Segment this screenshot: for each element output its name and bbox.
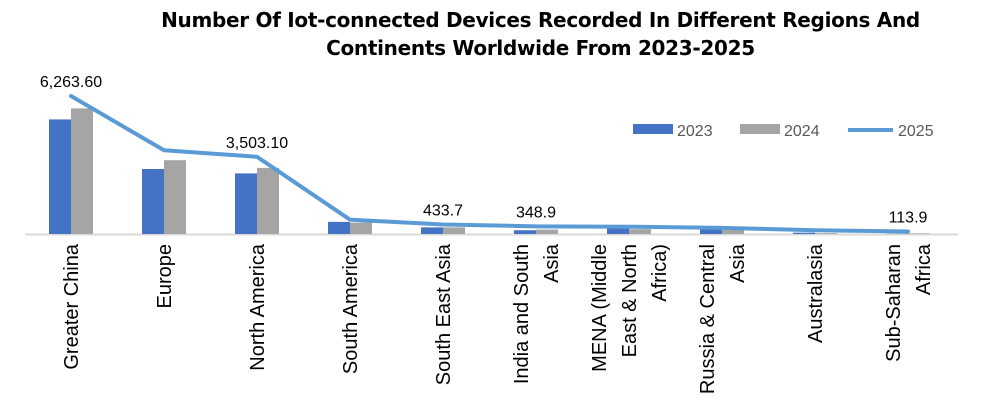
legend-label-2024: 2024 (784, 123, 820, 140)
category-label: North America (247, 243, 269, 371)
legend-swatch-2024 (740, 124, 780, 134)
bar-2023-1 (142, 169, 164, 234)
bar-2024-0 (71, 108, 93, 234)
bar-2023-3 (328, 221, 350, 234)
data-label: 3,503.10 (226, 135, 288, 152)
category-label: Africa) (649, 244, 671, 302)
line-series-2025 (69, 94, 910, 234)
category-label: Asia (541, 243, 563, 283)
bar-2024-4 (443, 227, 465, 234)
category-label: South East Asia (433, 243, 455, 385)
category-label: Asia (727, 243, 749, 283)
chart-title-line-1: Number Of Iot-connected Devices Recorded… (161, 8, 920, 32)
category-label: MENA (Middle (589, 244, 611, 372)
category-label: South America (340, 243, 362, 374)
bar-2023-6 (607, 228, 629, 234)
bar-2024-7 (722, 229, 744, 234)
data-label: 348.9 (516, 204, 556, 221)
bar-2024-2 (257, 167, 279, 234)
category-label: Greater China (61, 243, 83, 369)
category-label: Russia & Central (697, 244, 719, 394)
bar-2023-0 (49, 119, 71, 234)
bar-2024-9 (908, 233, 930, 234)
bar-2024-6 (629, 229, 651, 234)
category-label: Australasia (805, 243, 827, 343)
category-label: Africa (913, 243, 935, 295)
bar-2023-7 (700, 228, 722, 234)
chart-title-line-2: Continents Worldwide From 2023-2025 (326, 36, 755, 60)
legend-label-2023: 2023 (677, 123, 713, 140)
category-label: East & North (619, 244, 641, 357)
category-label: Europe (154, 244, 176, 309)
legend-label-2025: 2025 (898, 123, 934, 140)
legend-swatch-2023 (633, 124, 673, 134)
bar-2024-3 (350, 222, 372, 234)
category-label: India and South (511, 244, 533, 384)
bar-2024-8 (815, 233, 837, 234)
bar-2023-5 (514, 230, 536, 234)
bar-2023-4 (421, 227, 443, 234)
data-label: 6,263.60 (40, 74, 102, 91)
data-label: 113.9 (889, 209, 928, 226)
bar-2023-2 (235, 173, 257, 234)
data-label: 433.7 (423, 202, 463, 219)
bar-2024-5 (536, 229, 558, 234)
bar-2023-8 (793, 232, 815, 234)
bar-2024-1 (164, 160, 186, 234)
category-label: Sub-Saharan (883, 244, 905, 362)
